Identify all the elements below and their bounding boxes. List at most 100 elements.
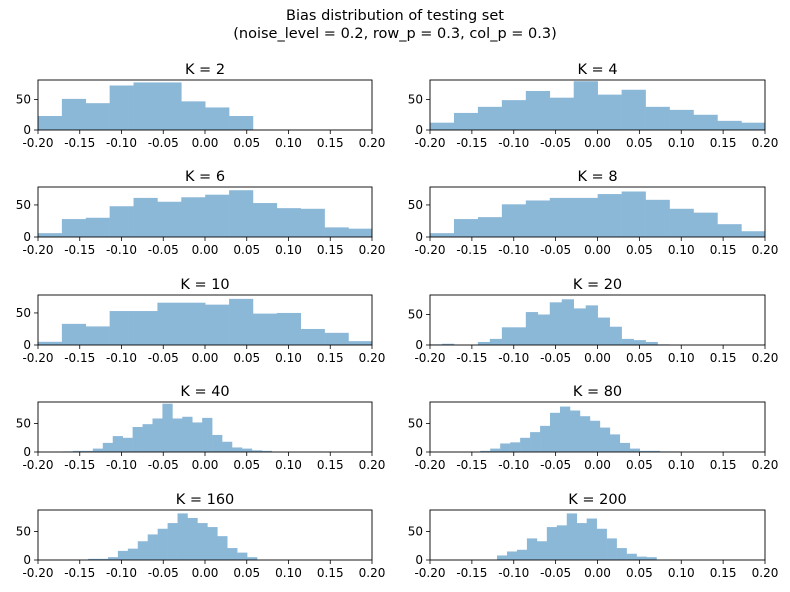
histogram-bar xyxy=(117,550,129,560)
histogram-bar xyxy=(597,317,610,345)
histogram-bar xyxy=(717,120,742,130)
subplot-title: K = 80 xyxy=(573,384,622,400)
figure-title-line2: (noise_level = 0.2, row_p = 0.3, col_p =… xyxy=(233,26,557,42)
histogram-bar xyxy=(222,441,233,452)
histogram-bar xyxy=(497,555,508,560)
histogram-bar xyxy=(300,208,325,237)
x-tick-label: 0.05 xyxy=(626,136,653,150)
subplot-5: K = 10 -0.20 -0.15 -0.10 -0.05 0.00 0.05 0.10 0.… xyxy=(16,277,386,365)
histogram-bar xyxy=(227,548,238,560)
histogram-bar xyxy=(556,525,568,560)
histogram-bar xyxy=(506,551,518,560)
histogram-bar xyxy=(599,427,611,452)
histogram-bar xyxy=(252,203,278,237)
x-tick-label: 0.00 xyxy=(192,243,219,257)
histogram-bar xyxy=(324,227,349,237)
histogram-bar xyxy=(576,523,587,560)
x-tick-label: 0.00 xyxy=(192,566,219,580)
histogram-bar xyxy=(162,403,173,452)
histogram-bar xyxy=(645,106,670,130)
histogram-bar xyxy=(229,115,254,130)
x-tick-label: -0.05 xyxy=(540,243,571,257)
histogram-bar xyxy=(573,81,598,130)
histogram-bar xyxy=(252,313,278,345)
histogram-bar xyxy=(646,557,657,560)
x-tick-label: 0.05 xyxy=(233,243,260,257)
x-tick-label: 0.20 xyxy=(359,136,386,150)
histogram-bar xyxy=(549,302,563,345)
histogram-bar xyxy=(453,112,479,130)
x-tick-label: 0.15 xyxy=(710,136,737,150)
histogram-bar xyxy=(276,208,301,237)
subplot-7: K = 40 -0.20 -0.15 -0.10 -0.05 0.00 0.05 0.10 0.… xyxy=(16,384,386,472)
bars xyxy=(88,513,258,560)
histogram-bar xyxy=(597,194,622,237)
y-tick-label: 0 xyxy=(23,123,31,137)
histogram-bar xyxy=(205,194,230,237)
bars xyxy=(38,298,372,345)
x-tick-label: -0.05 xyxy=(540,351,571,365)
x-tick-label: -0.10 xyxy=(498,351,529,365)
x-tick-label: -0.20 xyxy=(414,566,445,580)
x-tick-label: 0.05 xyxy=(233,351,260,365)
x-tick-label: 0.00 xyxy=(584,566,611,580)
y-tick-label: 50 xyxy=(408,308,423,322)
x-tick-label: -0.15 xyxy=(64,136,95,150)
y-tick-label: 0 xyxy=(415,445,423,459)
y-tick-label: 0 xyxy=(23,445,31,459)
x-tick-label: 0.20 xyxy=(359,351,386,365)
bars xyxy=(480,406,680,452)
x-tick-label: -0.15 xyxy=(456,243,487,257)
histogram-bar xyxy=(490,448,501,452)
y-tick-label: 50 xyxy=(16,417,31,431)
histogram-bar xyxy=(241,448,253,452)
histogram-bar xyxy=(639,450,650,452)
y-tick-label: 50 xyxy=(16,93,31,107)
x-tick-label: 0.00 xyxy=(584,136,611,150)
x-tick-label: 0.20 xyxy=(359,458,386,472)
histogram-bar xyxy=(693,212,718,237)
subplot-title: K = 10 xyxy=(180,277,229,293)
histogram-bar xyxy=(501,204,527,237)
subplot-title: K = 4 xyxy=(577,62,617,78)
x-tick-label: -0.20 xyxy=(414,351,445,365)
histogram-bar xyxy=(520,437,531,452)
histogram-bar xyxy=(546,527,558,560)
histogram-bar xyxy=(229,298,254,345)
histogram-bar xyxy=(38,115,63,130)
histogram-bar xyxy=(61,323,87,345)
histogram-bar xyxy=(197,523,208,560)
subplot-title: K = 40 xyxy=(180,384,229,400)
histogram-bar xyxy=(152,418,163,452)
histogram-bar xyxy=(619,442,631,452)
x-tick-label: 0.05 xyxy=(626,243,653,257)
histogram-bar xyxy=(181,197,206,237)
x-tick-label: 0.20 xyxy=(359,243,386,257)
histogram-bar xyxy=(167,523,178,560)
histogram-bar xyxy=(38,233,63,237)
histogram-bar xyxy=(566,513,578,560)
y-tick-label: 50 xyxy=(16,306,31,320)
histogram-bar xyxy=(107,557,119,560)
x-tick-label: 0.00 xyxy=(584,351,611,365)
histogram-bar xyxy=(477,106,503,130)
x-tick-label: 0.15 xyxy=(317,243,344,257)
histogram-bar xyxy=(579,416,591,452)
histogram-bar xyxy=(109,85,134,130)
histogram-bar xyxy=(217,536,228,560)
x-tick-label: -0.10 xyxy=(498,458,529,472)
bars xyxy=(497,513,657,560)
histogram-bar xyxy=(38,341,63,345)
x-tick-label: 0.10 xyxy=(275,566,302,580)
x-tick-label: -0.10 xyxy=(106,136,137,150)
histogram-bar xyxy=(480,450,491,452)
bars xyxy=(38,190,372,237)
bars xyxy=(63,403,273,452)
x-tick-label: 0.15 xyxy=(317,458,344,472)
figure-title: Bias distribution of testing set (noise_… xyxy=(0,7,790,43)
histogram-bar xyxy=(251,450,263,452)
x-tick-label: 0.15 xyxy=(710,243,737,257)
subplot-title: K = 6 xyxy=(185,169,225,185)
x-tick-label: 0.20 xyxy=(359,566,386,580)
histogram-bar xyxy=(741,231,765,237)
